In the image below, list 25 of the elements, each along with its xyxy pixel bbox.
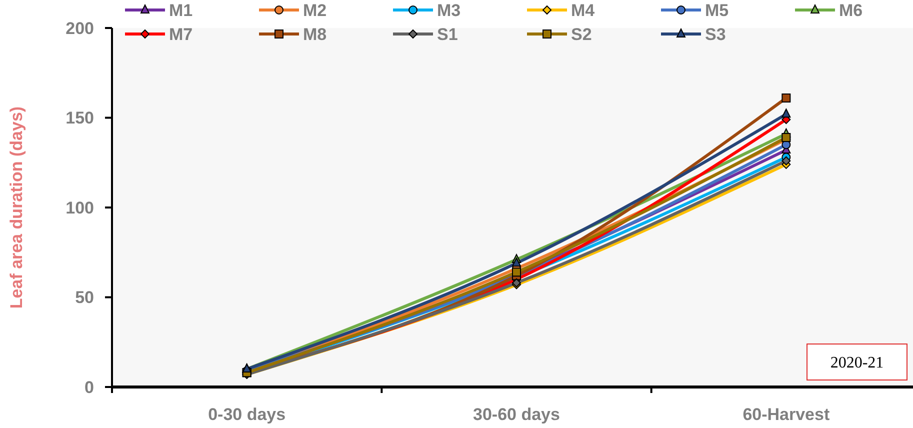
y-tick-label: 200 <box>66 18 94 38</box>
point <box>782 108 791 118</box>
legend-label: S1 <box>437 24 458 44</box>
x-tick-label: 60-Harvest <box>742 405 830 424</box>
x-tick-label: 30-60 days <box>473 405 560 424</box>
legend-label: M5 <box>705 0 729 20</box>
legend-label: M6 <box>839 0 863 20</box>
legend-label: M1 <box>169 0 193 20</box>
y-tick-label: 50 <box>75 288 94 308</box>
x-tick-label: 0-30 days <box>208 405 286 424</box>
legend-label: M2 <box>303 0 327 20</box>
point <box>512 258 521 267</box>
legend-label: M3 <box>437 0 461 20</box>
legend-label: S2 <box>571 24 592 44</box>
legend-label: M4 <box>571 0 596 20</box>
point <box>782 156 791 166</box>
legend-label: M8 <box>303 24 327 44</box>
point <box>782 94 791 103</box>
y-tick-label: 100 <box>66 198 94 218</box>
legend-label: S3 <box>705 24 726 44</box>
annotation: 2020-21 <box>830 354 884 372</box>
y-tick-label: 0 <box>84 378 94 397</box>
y-tick-label: 150 <box>66 108 94 128</box>
y-axis-title: Leaf area duration (days) <box>7 106 26 309</box>
legend-label: M7 <box>169 24 193 44</box>
